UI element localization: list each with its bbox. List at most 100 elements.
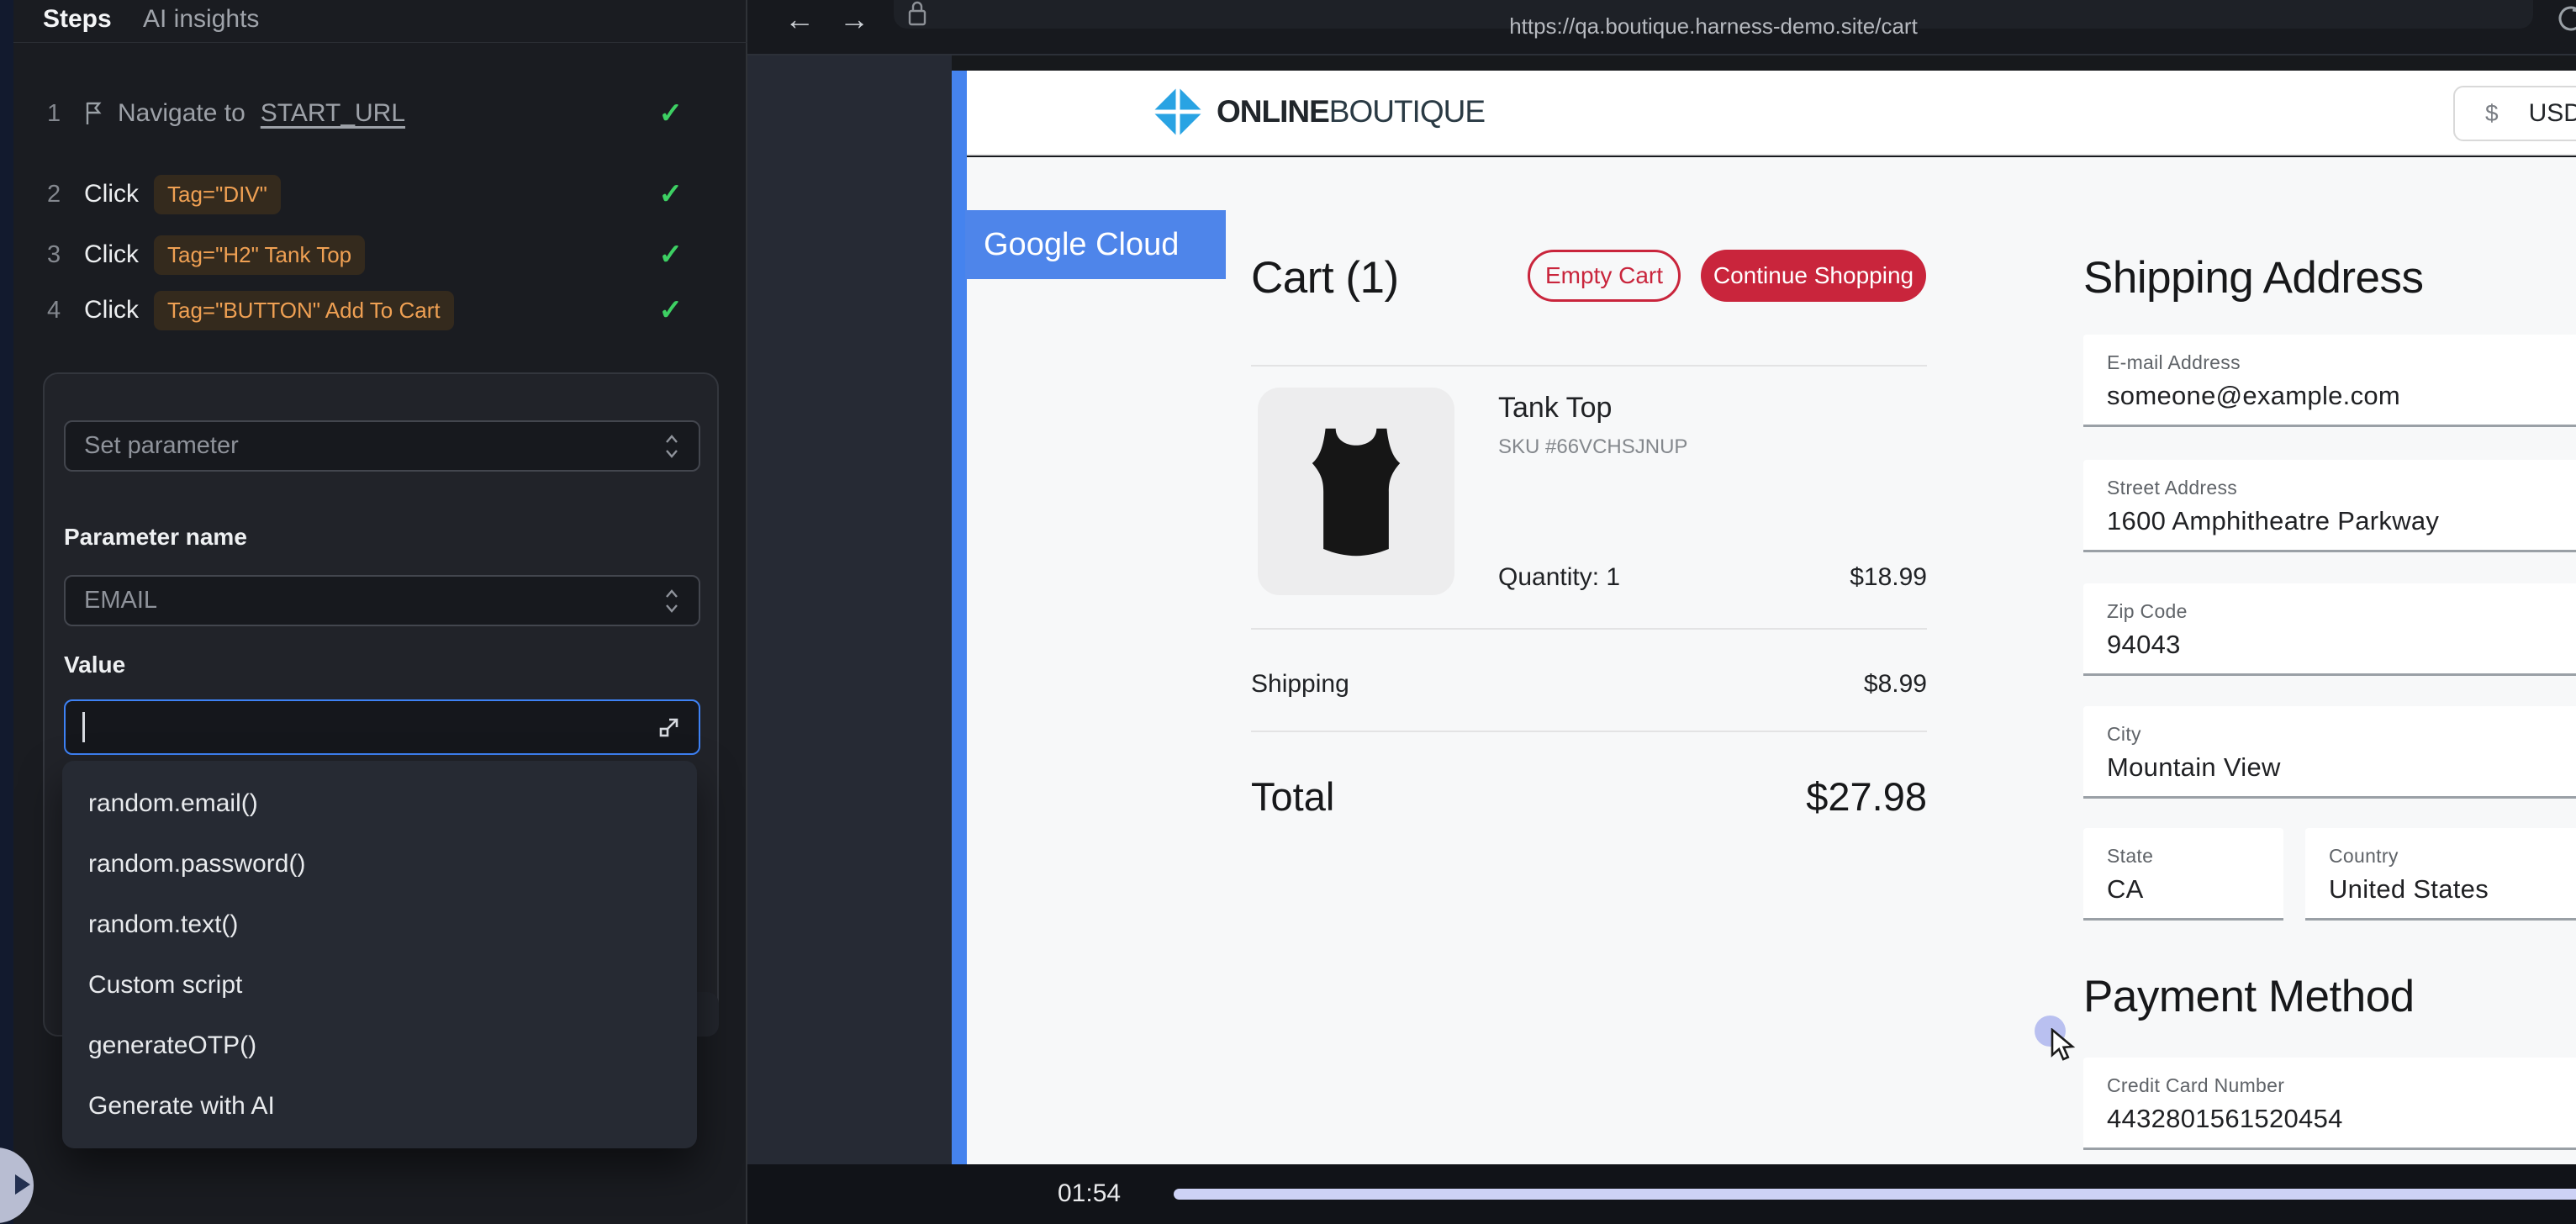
divider <box>1251 365 1927 367</box>
step-action: Click <box>84 240 139 268</box>
value-suggestions-dropdown: random.email() random.password() random.… <box>62 761 697 1148</box>
shipping-address-title: Shipping Address <box>2083 253 2424 303</box>
product-quantity: Quantity: 1 <box>1498 563 1621 591</box>
left-rail <box>0 0 13 1224</box>
total-value: $27.98 <box>1806 774 1927 819</box>
step-target-badge: Tag="DIV" <box>154 174 281 214</box>
city-label: City <box>2107 723 2141 745</box>
chevron-updown-icon <box>663 587 680 615</box>
dropdown-item-custom-script[interactable]: Custom script <box>88 971 243 999</box>
url-bar[interactable] <box>894 0 2533 29</box>
street-address-field[interactable]: Street Address 1600 Amphitheatre Parkway <box>2083 460 2576 552</box>
parameter-select-value: EMAIL <box>84 587 158 614</box>
divider <box>1251 628 1927 630</box>
dropdown-item-random-email[interactable]: random.email() <box>88 789 258 817</box>
street-address-label: Street Address <box>2107 477 2238 499</box>
country-value: United States <box>2329 874 2489 904</box>
currency-selector[interactable]: $ USD <box>2453 86 2576 141</box>
state-field[interactable]: State CA <box>2083 828 2283 921</box>
step-number: 2 <box>47 180 61 208</box>
credit-card-field[interactable]: Credit Card Number 4432801561520454 <box>2083 1058 2576 1150</box>
step-row-4[interactable]: 4 Click Tag="BUTTON" Add To Cart ✓ <box>47 290 720 330</box>
product-sku: SKU #66VCHSJNUP <box>1498 435 1688 458</box>
credit-card-label: Credit Card Number <box>2107 1074 2285 1096</box>
step-number: 4 <box>47 296 61 324</box>
state-value: CA <box>2107 874 2144 904</box>
text-caret <box>82 712 85 742</box>
forward-icon[interactable]: → <box>839 2 869 36</box>
reload-icon[interactable] <box>2554 2 2576 35</box>
email-field-value: someone@example.com <box>2107 381 2401 410</box>
currency-code: USD <box>2528 99 2576 127</box>
zip-code-field[interactable]: Zip Code 94043 <box>2083 583 2576 676</box>
toolbar-divider <box>747 54 2576 55</box>
tabs-divider <box>13 42 747 43</box>
product-name[interactable]: Tank Top <box>1498 392 1613 424</box>
tab-steps[interactable]: Steps <box>43 5 112 33</box>
playback-time: 01:54 <box>1058 1179 1122 1207</box>
total-label: Total <box>1251 774 1335 819</box>
empty-cart-button[interactable]: Empty Cart <box>1528 250 1681 302</box>
divider <box>1251 731 1927 732</box>
step-success-check-icon: ✓ <box>658 239 684 271</box>
url-text: https://qa.boutique.harness-demo.site/ca… <box>1509 13 1918 39</box>
zip-code-label: Zip Code <box>2107 600 2188 622</box>
dropdown-item-generate-otp[interactable]: generateOTP() <box>88 1031 257 1059</box>
parameter-name-select[interactable]: EMAIL <box>64 575 700 626</box>
mouse-cursor-icon <box>2049 1028 2082 1065</box>
continue-shopping-button[interactable]: Continue Shopping <box>1701 250 1926 302</box>
step-action: Click <box>84 296 139 324</box>
google-cloud-ribbon: Google Cloud <box>965 210 1226 279</box>
site-logo-text: ONLINEBOUTIQUE <box>1217 94 1486 129</box>
flag-icon <box>84 101 103 126</box>
expand-editor-icon[interactable] <box>657 715 682 740</box>
step-start-url-link[interactable]: START_URL <box>260 99 406 127</box>
action-select[interactable]: Set parameter <box>64 420 700 472</box>
currency-symbol: $ <box>2485 100 2499 126</box>
city-value: Mountain View <box>2107 752 2281 782</box>
country-field[interactable]: Country United States <box>2305 828 2576 921</box>
tank-top-image <box>1312 428 1401 556</box>
dropdown-item-random-password[interactable]: random.password() <box>88 850 306 878</box>
email-field-label: E-mail Address <box>2107 351 2241 373</box>
step-row-1[interactable]: 1 Navigate to START_URL ✓ <box>47 95 720 132</box>
cart-title: Cart (1) <box>1251 253 1399 303</box>
street-address-value: 1600 Amphitheatre Parkway <box>2107 506 2440 536</box>
lock-icon <box>906 0 928 27</box>
chevron-updown-icon <box>663 432 680 461</box>
step-action: Click <box>84 180 139 208</box>
step-text: Navigate to <box>118 99 245 127</box>
dropdown-item-generate-with-ai[interactable]: Generate with AI <box>88 1092 275 1120</box>
dropdown-item-random-text[interactable]: random.text() <box>88 910 239 938</box>
country-label: Country <box>2329 845 2399 867</box>
email-field[interactable]: E-mail Address someone@example.com <box>2083 335 2576 427</box>
credit-card-value: 4432801561520454 <box>2107 1104 2343 1133</box>
city-field[interactable]: City Mountain View <box>2083 706 2576 799</box>
value-input[interactable] <box>64 699 700 755</box>
site-top-strip <box>952 55 2576 71</box>
parameter-name-label: Parameter name <box>64 524 247 550</box>
tab-ai-insights[interactable]: AI insights <box>143 5 260 33</box>
step-number: 3 <box>47 240 61 268</box>
product-image <box>1258 388 1454 595</box>
step-success-check-icon: ✓ <box>658 98 684 129</box>
step-row-2[interactable]: 2 Click Tag="DIV" ✓ <box>47 174 720 214</box>
playback-progress-track[interactable] <box>1174 1189 2576 1200</box>
site-header <box>967 71 2576 156</box>
step-row-3[interactable]: 3 Click Tag="H2" Tank Top ✓ <box>47 235 720 275</box>
shipping-value: $8.99 <box>1863 670 1927 698</box>
value-label: Value <box>64 652 126 678</box>
product-price: $18.99 <box>1850 563 1927 591</box>
shipping-label: Shipping <box>1251 670 1349 698</box>
action-select-value: Set parameter <box>84 432 239 459</box>
step-success-check-icon: ✓ <box>658 178 684 210</box>
site-logo[interactable]: ONLINEBOUTIQUE <box>1151 85 1486 139</box>
step-success-check-icon: ✓ <box>658 294 684 326</box>
zip-code-value: 94043 <box>2107 630 2181 659</box>
boutique-logo-icon <box>1151 85 1205 139</box>
step-number: 1 <box>47 99 61 127</box>
back-icon[interactable]: ← <box>784 2 815 36</box>
state-label: State <box>2107 845 2154 867</box>
play-icon <box>15 1174 30 1195</box>
